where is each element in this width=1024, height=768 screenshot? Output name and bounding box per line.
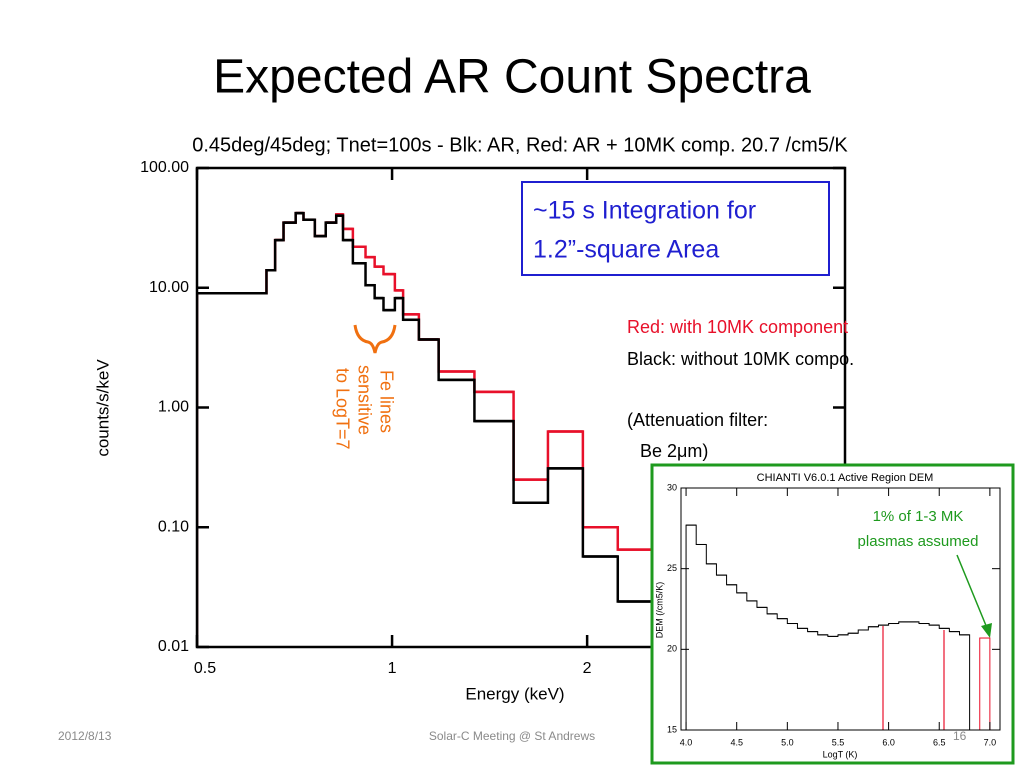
slide-title: Expected AR Count Spectra	[213, 51, 811, 104]
x-tick-label: 1	[388, 660, 397, 677]
x-tick-label: 0.5	[194, 660, 216, 677]
x-tick-label: 6.5	[933, 737, 946, 747]
chart-title: 0.45deg/45deg; Tnet=100s - Blk: AR, Red:…	[192, 134, 848, 156]
y-tick-label: 25	[667, 563, 677, 573]
step-connector	[685, 524, 971, 730]
y-tick-label: 10.00	[149, 279, 189, 296]
x-axis-label: LogT (K)	[823, 749, 858, 759]
y-tick-label: 30	[667, 482, 677, 492]
plot-area	[685, 524, 991, 730]
y-tick-label: 0.10	[158, 518, 189, 535]
y-axis-label: DEM (/cm5/K)	[654, 582, 664, 639]
arrow	[956, 554, 988, 629]
legend-entry: Black: without 10MK compo.	[627, 349, 854, 369]
footer-page: 16	[953, 729, 967, 743]
brace	[353, 324, 397, 354]
inset-frame	[650, 463, 1015, 765]
callout-text: 1.2”-square Area	[533, 236, 719, 264]
x-tick-label: 6.0	[882, 737, 895, 747]
y-tick-label: 20	[667, 644, 677, 654]
y-axis-label: counts/s/keV	[93, 359, 112, 457]
annotation: sensitive	[354, 365, 374, 435]
footer-date: 2012/8/13	[58, 729, 112, 743]
inset-chart: CHIANTI V6.0.1 Active Region DEM LogT (K…	[650, 463, 1015, 765]
plot-area	[197, 211, 655, 647]
step-connector	[197, 211, 655, 647]
annotation: Be 2μm)	[640, 441, 708, 461]
x-axis-label: Energy (keV)	[465, 684, 564, 703]
x-tick-label: 7.0	[984, 737, 997, 747]
annotation: (Attenuation filter:	[627, 410, 768, 430]
main-chart: 0.45deg/45deg; Tnet=100s - Blk: AR, Red:…	[93, 134, 848, 703]
callout-box	[521, 181, 830, 276]
arrow-head	[981, 623, 992, 638]
y-tick-label: 15	[667, 724, 677, 734]
x-tick-label: 5.0	[781, 737, 794, 747]
y-tick-label: 1.00	[158, 399, 189, 416]
annotation: Fe lines	[376, 370, 396, 433]
legend-entry: Red: with 10MK component	[627, 317, 848, 337]
callout-text: ~15 s Integration for	[533, 197, 756, 225]
annotation: to LogT=7	[332, 368, 352, 450]
x-tick-label: 4.0	[680, 737, 693, 747]
y-tick-label: 100.00	[140, 159, 189, 176]
y-tick-label: 0.01	[158, 638, 189, 655]
x-tick-label: 5.5	[832, 737, 845, 747]
x-tick-label: 2	[583, 660, 592, 677]
annotation: plasmas assumed	[858, 533, 979, 550]
footer-event: Solar-C Meeting @ St Andrews	[429, 729, 595, 743]
x-tick-label: 4.5	[730, 737, 743, 747]
step-connector	[979, 637, 991, 730]
axes-frame	[680, 487, 1001, 731]
annotation: 1% of 1-3 MK	[873, 508, 964, 525]
chart-title: CHIANTI V6.0.1 Active Region DEM	[757, 472, 934, 484]
